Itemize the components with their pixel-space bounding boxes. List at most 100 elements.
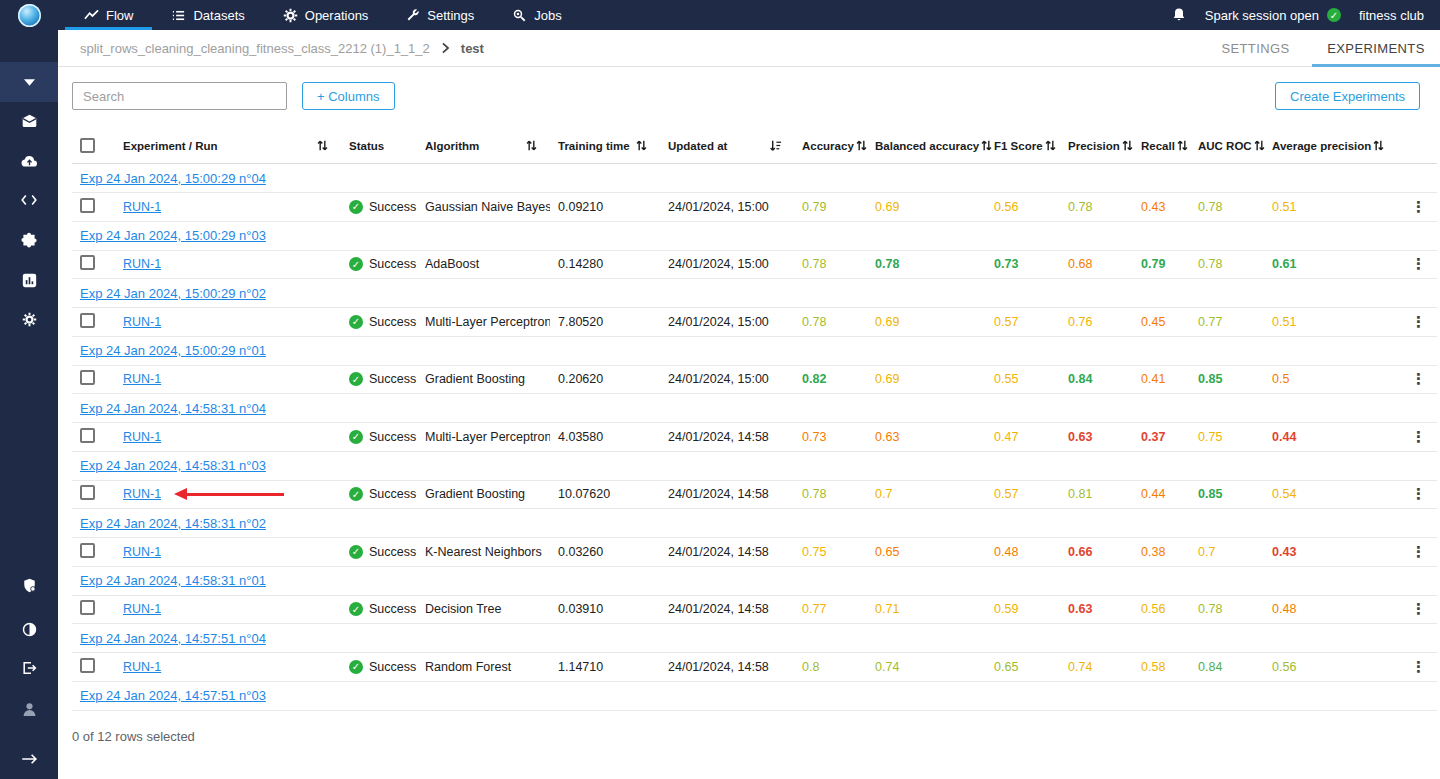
nav-item-jobs[interactable]: Jobs (493, 0, 580, 30)
run-link[interactable]: RUN-1 (123, 257, 161, 271)
row-checkbox[interactable] (80, 255, 95, 270)
metric-value: 0.37 (1141, 430, 1165, 444)
row-checkbox[interactable] (80, 198, 95, 213)
metric-value: 0.43 (1272, 545, 1296, 559)
experiment-link[interactable]: Exp 24 Jan 2024, 14:57:51 n°04 (80, 631, 266, 646)
nav-item-datasets[interactable]: Datasets (152, 0, 263, 30)
row-menu-button[interactable]: ⋮ (1400, 658, 1437, 676)
sidebar-puzzle-button[interactable] (0, 225, 58, 255)
run-link[interactable]: RUN-1 (123, 487, 161, 501)
sidebar-sign-out-button[interactable] (0, 653, 58, 683)
experiment-link[interactable]: Exp 24 Jan 2024, 14:58:31 n°03 (80, 458, 266, 473)
run-link[interactable]: RUN-1 (123, 602, 161, 616)
row-menu-button[interactable]: ⋮ (1400, 255, 1437, 273)
sidebar-contrast-button[interactable] (0, 614, 58, 644)
tab-settings[interactable]: SETTINGS (1199, 30, 1312, 66)
cell-accuracy: 0.82 (794, 372, 867, 386)
sidebar-mail-button[interactable] (0, 106, 58, 136)
run-link[interactable]: RUN-1 (123, 315, 161, 329)
arrow-right-icon (21, 753, 38, 765)
run-link[interactable]: RUN-1 (123, 430, 161, 444)
cell-f1-score: 0.47 (986, 430, 1060, 444)
header-experiment-run[interactable]: Experiment / Run (115, 139, 341, 152)
sidebar-shield-button[interactable] (0, 570, 58, 600)
header-algorithm[interactable]: Algorithm (417, 139, 550, 152)
experiment-link[interactable]: Exp 24 Jan 2024, 15:00:29 n°01 (80, 343, 266, 358)
gear-icon (283, 8, 298, 23)
row-checkbox[interactable] (80, 658, 95, 673)
experiment-link[interactable]: Exp 24 Jan 2024, 14:58:31 n°01 (80, 573, 266, 588)
header-label: Accuracy (802, 140, 854, 152)
sidebar-arrow-right-button[interactable] (0, 744, 58, 774)
workspace-name[interactable]: fitness club (1359, 8, 1424, 23)
metric-value: 0.63 (875, 430, 899, 444)
cell-updated-at: 24/01/2024, 14:58 (660, 430, 794, 444)
header-label: Balanced accuracy (875, 140, 979, 152)
metric-value: 0.78 (1068, 200, 1092, 214)
row-menu-button[interactable]: ⋮ (1400, 428, 1437, 446)
metric-value: 0.8 (802, 660, 819, 674)
row-checkbox[interactable] (80, 370, 95, 385)
row-menu-button[interactable]: ⋮ (1400, 198, 1437, 216)
experiment-link[interactable]: Exp 24 Jan 2024, 14:58:31 n°02 (80, 516, 266, 531)
nav-item-operations[interactable]: Operations (264, 0, 388, 30)
create-experiments-button[interactable]: Create Experiments (1275, 82, 1420, 110)
breadcrumb-parent[interactable]: split_rows_cleaning_cleaning_fitness_cla… (80, 41, 430, 56)
run-link[interactable]: RUN-1 (123, 372, 161, 386)
header-precision[interactable]: Precision (1060, 139, 1133, 152)
nav-item-flow[interactable]: Flow (65, 0, 152, 30)
cell-average-precision: 0.43 (1264, 545, 1400, 559)
experiment-link[interactable]: Exp 24 Jan 2024, 15:00:29 n°04 (80, 171, 266, 186)
header-auc-roc[interactable]: AUC ROC (1190, 139, 1264, 152)
row-checkbox[interactable] (80, 600, 95, 615)
cell-updated-at: 24/01/2024, 15:00 (660, 200, 794, 214)
project-selector[interactable] (0, 62, 58, 102)
row-menu-button[interactable]: ⋮ (1400, 313, 1437, 331)
row-menu-button[interactable]: ⋮ (1400, 543, 1437, 561)
row-checkbox[interactable] (80, 543, 95, 558)
sidebar-gear-button[interactable] (0, 304, 58, 334)
run-link[interactable]: RUN-1 (123, 200, 161, 214)
nav-item-settings[interactable]: Settings (387, 0, 493, 30)
select-all-checkbox[interactable] (72, 138, 115, 153)
header-training-time[interactable]: Training time (550, 139, 660, 152)
row-checkbox[interactable] (80, 313, 95, 328)
header-f1-score[interactable]: F1 Score (986, 139, 1060, 152)
header-label: F1 Score (994, 140, 1043, 152)
row-menu-button[interactable]: ⋮ (1400, 600, 1437, 618)
experiment-link[interactable]: Exp 24 Jan 2024, 14:57:51 n°03 (80, 688, 266, 703)
sidebar-code-button[interactable] (0, 185, 58, 215)
sidebar-cloud-upload-button[interactable] (0, 146, 58, 176)
run-link[interactable]: RUN-1 (123, 545, 161, 559)
cell-f1-score: 0.59 (986, 602, 1060, 616)
metric-value: 0.79 (802, 200, 826, 214)
experiment-link[interactable]: Exp 24 Jan 2024, 14:58:31 n°04 (80, 401, 266, 416)
cell-status: ✓Success (341, 257, 417, 271)
success-icon: ✓ (349, 372, 363, 386)
cell-recall: 0.43 (1133, 200, 1190, 214)
header-accuracy[interactable]: Accuracy (794, 139, 867, 152)
sidebar-bar-chart-button[interactable] (0, 265, 58, 295)
cell-balanced-accuracy: 0.71 (867, 602, 986, 616)
tab-experiments[interactable]: EXPERIMENTS (1312, 30, 1440, 66)
sidebar-user-button[interactable] (0, 694, 58, 724)
notifications-bell-icon[interactable] (1171, 7, 1187, 23)
row-checkbox[interactable] (80, 485, 95, 500)
app-logo[interactable] (0, 4, 58, 27)
metric-value: 0.7 (875, 487, 892, 501)
row-checkbox[interactable] (80, 428, 95, 443)
experiment-link[interactable]: Exp 24 Jan 2024, 15:00:29 n°02 (80, 286, 266, 301)
run-link[interactable]: RUN-1 (123, 660, 161, 674)
header-updated-at[interactable]: Updated at (660, 139, 794, 152)
row-menu-button[interactable]: ⋮ (1400, 485, 1437, 503)
metric-value: 0.78 (875, 257, 899, 271)
header-recall[interactable]: Recall (1133, 139, 1190, 152)
search-input[interactable] (72, 82, 287, 110)
add-columns-button[interactable]: + Columns (302, 82, 395, 110)
cell-precision: 0.81 (1060, 487, 1133, 501)
experiment-link[interactable]: Exp 24 Jan 2024, 15:00:29 n°03 (80, 228, 266, 243)
header-balanced-accuracy[interactable]: Balanced accuracy (867, 139, 986, 152)
header-average-precision[interactable]: Average precision (1264, 139, 1400, 152)
cell-recall: 0.37 (1133, 430, 1190, 444)
row-menu-button[interactable]: ⋮ (1400, 370, 1437, 388)
